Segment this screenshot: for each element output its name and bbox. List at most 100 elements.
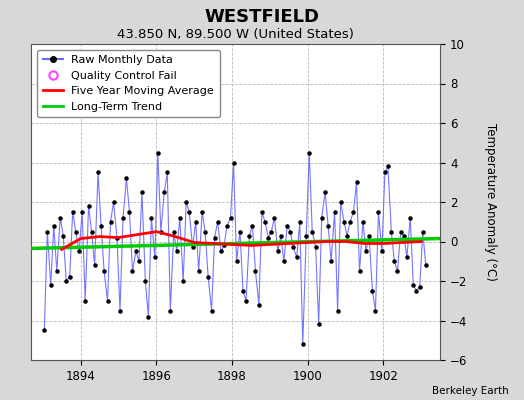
- Point: [211, 234, 219, 241]
- Point: [119, 214, 127, 221]
- Point: [387, 228, 396, 235]
- Point: [248, 222, 257, 229]
- Point: [52, 268, 61, 274]
- Point: [314, 321, 323, 328]
- Point: [182, 199, 190, 205]
- Point: [402, 254, 411, 260]
- Point: [409, 282, 418, 288]
- Point: [308, 228, 316, 235]
- Point: [350, 209, 358, 215]
- Point: [88, 228, 96, 235]
- Point: [393, 268, 401, 274]
- Point: [232, 258, 241, 264]
- Point: [346, 218, 354, 225]
- Point: [264, 234, 272, 241]
- Point: [69, 209, 77, 215]
- Point: [103, 298, 112, 304]
- Point: [327, 258, 335, 264]
- Point: [81, 298, 90, 304]
- Point: [289, 244, 298, 251]
- Point: [252, 268, 260, 274]
- Point: [283, 222, 291, 229]
- Point: [66, 274, 74, 280]
- Point: [50, 222, 58, 229]
- Point: [94, 169, 102, 176]
- Point: [97, 222, 105, 229]
- Point: [217, 248, 225, 254]
- Point: [198, 209, 206, 215]
- Point: [201, 228, 209, 235]
- Y-axis label: Temperature Anomaly (°C): Temperature Anomaly (°C): [484, 123, 497, 281]
- Point: [150, 254, 159, 260]
- Point: [40, 327, 49, 334]
- Point: [160, 189, 168, 195]
- Point: [189, 244, 197, 251]
- Point: [296, 218, 304, 225]
- Point: [230, 159, 238, 166]
- Point: [321, 189, 329, 195]
- Point: [412, 288, 420, 294]
- Point: [359, 218, 367, 225]
- Point: [340, 218, 348, 225]
- Point: [333, 308, 342, 314]
- Point: [255, 302, 263, 308]
- Point: [336, 199, 345, 205]
- Point: [157, 228, 165, 235]
- Point: [185, 209, 193, 215]
- Point: [292, 254, 301, 260]
- Point: [135, 258, 143, 264]
- Point: [381, 169, 389, 176]
- Point: [242, 298, 250, 304]
- Point: [374, 209, 383, 215]
- Point: [274, 248, 282, 254]
- Point: [416, 284, 424, 290]
- Point: [84, 203, 93, 209]
- Point: [166, 308, 174, 314]
- Point: [59, 232, 68, 239]
- Point: [191, 218, 200, 225]
- Point: [299, 341, 307, 347]
- Point: [239, 288, 247, 294]
- Point: [62, 278, 70, 284]
- Point: [318, 214, 326, 221]
- Point: [113, 234, 121, 241]
- Point: [220, 242, 228, 249]
- Point: [277, 232, 285, 239]
- Point: [286, 228, 294, 235]
- Text: Berkeley Earth: Berkeley Earth: [432, 386, 508, 396]
- Point: [116, 308, 124, 314]
- Point: [110, 199, 118, 205]
- Point: [208, 308, 216, 314]
- Point: [245, 232, 254, 239]
- Point: [384, 163, 392, 170]
- Legend: Raw Monthly Data, Quality Control Fail, Five Year Moving Average, Long-Term Tren: Raw Monthly Data, Quality Control Fail, …: [37, 50, 220, 117]
- Point: [172, 248, 181, 254]
- Point: [330, 209, 339, 215]
- Point: [43, 228, 51, 235]
- Point: [226, 214, 235, 221]
- Point: [100, 268, 108, 274]
- Point: [267, 228, 276, 235]
- Point: [132, 248, 140, 254]
- Point: [170, 228, 178, 235]
- Point: [400, 232, 408, 239]
- Point: [406, 214, 414, 221]
- Point: [91, 262, 99, 268]
- Point: [378, 248, 386, 254]
- Point: [125, 209, 134, 215]
- Point: [78, 209, 86, 215]
- Point: [343, 232, 351, 239]
- Point: [75, 248, 83, 254]
- Point: [179, 278, 188, 284]
- Point: [138, 189, 146, 195]
- Point: [106, 218, 115, 225]
- Point: [352, 179, 361, 186]
- Point: [154, 150, 162, 156]
- Point: [194, 268, 203, 274]
- Point: [365, 232, 373, 239]
- Point: [213, 218, 222, 225]
- Point: [204, 274, 212, 280]
- Point: [176, 214, 184, 221]
- Point: [397, 228, 405, 235]
- Point: [362, 248, 370, 254]
